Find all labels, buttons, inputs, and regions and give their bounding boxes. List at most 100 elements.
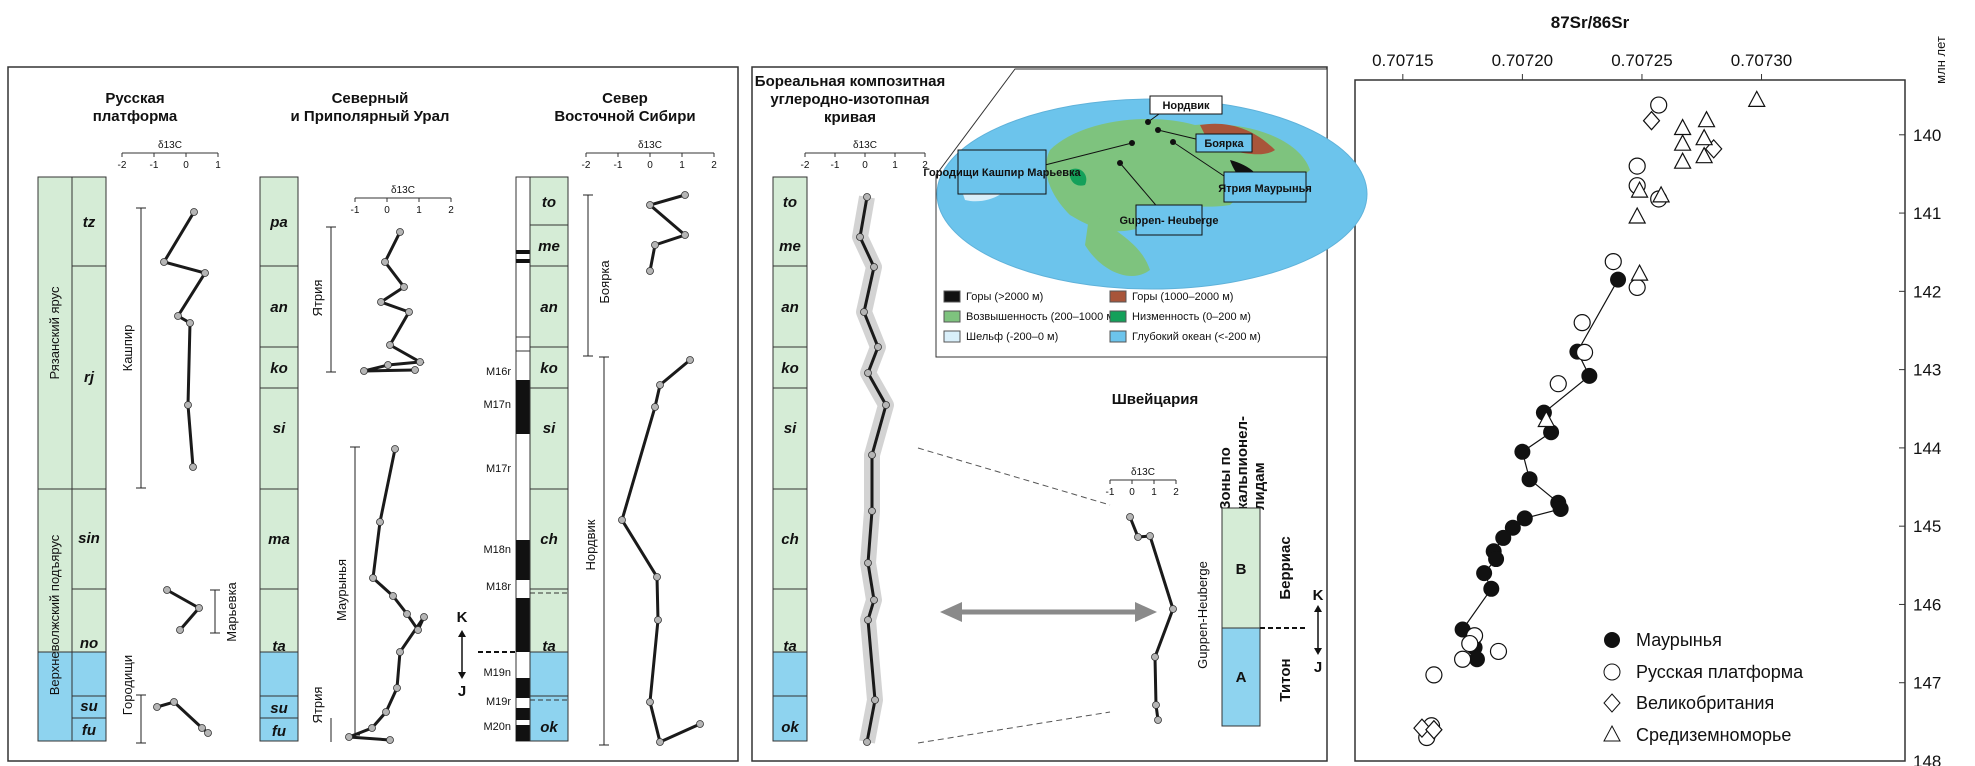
data-point	[1425, 666, 1443, 684]
stage-sin: sin	[78, 530, 100, 547]
maurynya-trace-point	[386, 736, 394, 744]
d13c-tick-label: -1	[831, 160, 840, 171]
zones-header-line3: лидам	[1251, 462, 1268, 510]
x-tick-label: 0.70725	[1611, 51, 1672, 70]
data-point	[1573, 314, 1591, 332]
volga-label: Верхневолжский подъярус	[47, 534, 62, 695]
sib-stage-to: to	[542, 194, 556, 211]
gorodishchi-trace-point	[170, 698, 178, 706]
d13c-tick-label: 1	[416, 205, 422, 216]
data-point	[1630, 180, 1649, 198]
data-point	[1628, 206, 1647, 224]
siberia-boundary-k: K	[457, 609, 468, 626]
legend-swatch	[1109, 310, 1127, 323]
data-point	[1425, 719, 1443, 740]
composite-title-line3: кривая	[824, 109, 876, 126]
swiss-trace-point	[1154, 716, 1162, 724]
y-tick-label: 140	[1913, 126, 1941, 145]
magneto-m17n: M17n	[483, 399, 511, 411]
russian-title-line2: платформа	[93, 108, 178, 125]
connector-lower	[917, 711, 1111, 744]
data-point	[1514, 443, 1531, 460]
map-legend: Горы (>2000 м) Горы (1000–2000 м) Возвышен…	[943, 290, 1261, 343]
boyarka-trace-point	[646, 201, 654, 209]
magneto-m16r: M16r	[486, 366, 511, 378]
kashpir-trace-point	[174, 312, 182, 320]
data-point	[1476, 565, 1493, 582]
d13c-tick-label: 2	[1173, 487, 1179, 498]
sr-plot-title: 87Sr/86Sr	[1551, 13, 1630, 32]
section-boyarka: Боярка	[597, 260, 612, 304]
kashpir-trace-point	[186, 319, 194, 327]
site-boyarka: Боярка	[1204, 138, 1244, 150]
swiss-trace-point	[1146, 532, 1154, 540]
data-point	[1673, 133, 1692, 151]
maurynya-trace-point	[345, 733, 353, 741]
russian-title-line1: Русская	[105, 90, 164, 107]
data-point	[1521, 471, 1538, 488]
section-kashpir: Кашпир	[120, 325, 135, 372]
y-tick-label: 144	[1913, 439, 1941, 458]
composite-trace-point	[868, 451, 876, 459]
composite-title-line2: углеродно-изотопная	[770, 91, 929, 108]
y-tick-label: 142	[1913, 282, 1941, 301]
legend-marker	[1603, 724, 1621, 742]
d13c-axis-label: δ13C	[853, 140, 877, 151]
ural-stage-ko: ko	[270, 360, 288, 377]
stage-rj: rj	[84, 369, 95, 386]
yatriya-upper-trace	[363, 231, 425, 373]
magneto-m18n: M18n	[483, 544, 511, 556]
y-tick-label: 145	[1913, 517, 1941, 536]
gorodishchi-trace-point	[153, 703, 161, 711]
composite-trace-point	[856, 233, 864, 241]
legend-swatch	[1109, 330, 1127, 343]
data-point	[1543, 424, 1560, 441]
section-guppen: Guppen-Heuberge	[1195, 561, 1210, 669]
boyarka-trace-point	[681, 191, 689, 199]
swiss-trace-point	[1169, 605, 1177, 613]
yatriya-upper-trace-point	[377, 298, 385, 306]
titon-label: Титон	[1277, 658, 1294, 701]
y-tick-label: 146	[1913, 595, 1941, 614]
maurynya-trace-point	[376, 518, 384, 526]
y-tick-label: 141	[1913, 204, 1941, 223]
stage-fu: fu	[82, 722, 96, 739]
zones-header: Зоны по кальпионел- лидам	[1217, 416, 1268, 510]
data-point	[1516, 510, 1533, 527]
d13c-tick-label: -2	[118, 160, 127, 171]
comp-stage-ok: ok	[781, 719, 799, 736]
data-point	[1642, 110, 1661, 131]
swiss-title: Швейцария	[1112, 391, 1199, 408]
zone-a-box	[1221, 627, 1261, 727]
yatriya-upper-trace-point	[400, 283, 408, 291]
kashpir-trace-point	[189, 463, 197, 471]
sib-stage-ok: ok	[540, 719, 558, 736]
d13c-tick-label: 0	[384, 205, 390, 216]
legend-swatch	[943, 310, 961, 323]
ural-title-line2: и Приполярный Урал	[291, 108, 450, 125]
data-point	[1628, 278, 1646, 297]
data-point	[1673, 151, 1692, 169]
legend-swatch	[943, 290, 961, 303]
siberia-title-line1: Север	[602, 90, 648, 107]
boyarka-trace-point	[651, 241, 659, 249]
d13c-tick-label: 0	[862, 160, 868, 171]
composite-trace-point	[864, 369, 872, 377]
panel-middle-frame	[751, 66, 1328, 762]
comp-stage-ta: ta	[783, 638, 796, 655]
data-point	[1604, 253, 1622, 271]
yatriya-upper-trace-point	[381, 258, 389, 266]
ural-stage-an: an	[270, 299, 288, 316]
maurynya-trace-point	[393, 684, 401, 692]
data-point	[1504, 519, 1521, 536]
ural-stage-pa: pa	[269, 214, 288, 231]
data-point	[1549, 375, 1567, 393]
x-tick-label: 0.70730	[1731, 51, 1792, 70]
data-point	[1488, 551, 1505, 568]
data-point	[1650, 96, 1668, 114]
sib-stage-ta: ta	[542, 638, 555, 655]
stage-su: su	[80, 698, 98, 715]
section-nordvik: Нордвик	[583, 519, 598, 570]
